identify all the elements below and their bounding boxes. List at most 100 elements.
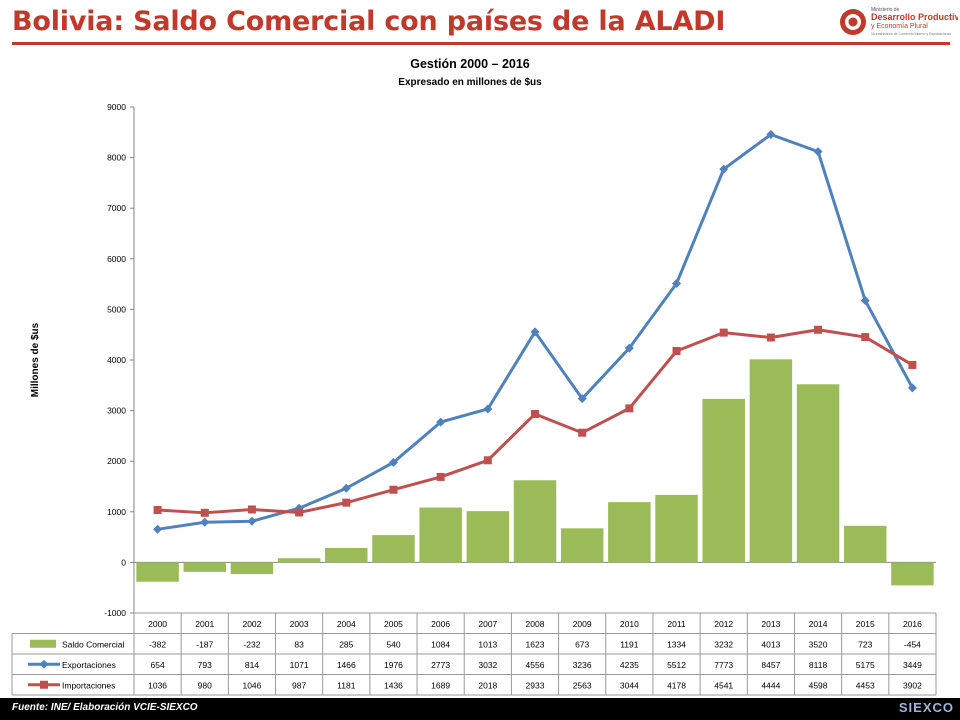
point-exportaciones-2001 xyxy=(200,517,210,527)
chart-title: Gestión 2000 – 2016 xyxy=(410,57,530,71)
title-rule xyxy=(12,42,950,45)
table-cell-saldo comercial-2007: 1013 xyxy=(478,639,497,649)
point-importaciones-2011 xyxy=(672,346,681,355)
point-exportaciones-2012 xyxy=(719,164,729,174)
y-tick-label: 7000 xyxy=(107,203,126,213)
table-cell-exportaciones-2008: 4556 xyxy=(526,660,545,670)
table-cell-saldo comercial-2012: 3232 xyxy=(714,639,733,649)
y-tick-label: 9000 xyxy=(107,102,126,112)
x-tick-label: 2005 xyxy=(384,619,403,629)
table-cell-importaciones-2009: 2563 xyxy=(573,680,592,690)
table-cell-exportaciones-2014: 8118 xyxy=(809,660,828,670)
plot-area: -1000 0 1000 2000 3000 4000 5000 6000 7000 8000 90… xyxy=(104,102,936,618)
bar-saldo-2012 xyxy=(702,398,745,563)
x-tick-label: 2000 xyxy=(148,619,167,629)
table-cell-exportaciones-2000: 654 xyxy=(150,660,164,670)
x-tick-label: 2008 xyxy=(526,619,545,629)
bar-saldo-2000 xyxy=(136,562,179,582)
table-cell-importaciones-2001: 980 xyxy=(198,680,212,690)
logo-line3: y Economía Plural xyxy=(871,23,928,30)
point-exportaciones-2002 xyxy=(247,516,257,526)
point-exportaciones-2014 xyxy=(813,147,823,157)
point-importaciones-2008 xyxy=(531,409,539,418)
y-axis-label: Millones de $us xyxy=(30,322,41,397)
table-cell-exportaciones-2009: 3236 xyxy=(573,660,592,670)
point-importaciones-2012 xyxy=(719,328,728,337)
point-exportaciones-2009 xyxy=(577,394,587,404)
point-importaciones-2014 xyxy=(814,325,823,334)
y-tick-label: 3000 xyxy=(107,406,126,416)
table-cell-saldo comercial-2014: 3520 xyxy=(809,639,828,649)
point-exportaciones-2004 xyxy=(341,483,351,493)
point-exportaciones-2016 xyxy=(907,383,917,393)
x-tick-label: 2002 xyxy=(242,619,261,629)
logo-line4: Viceministerio de Comercio Interno y Exp… xyxy=(871,32,952,36)
table-cell-saldo comercial-2016: -454 xyxy=(904,639,921,649)
bar-saldo-2008 xyxy=(513,480,557,563)
table-cell-importaciones-2010: 3044 xyxy=(620,680,639,690)
table-cell-importaciones-2011: 4178 xyxy=(667,680,686,690)
table-cell-saldo comercial-2005: 540 xyxy=(386,639,400,649)
point-importaciones-2013 xyxy=(766,333,775,342)
x-tick-label: 2007 xyxy=(478,619,497,629)
table-cell-saldo comercial-2002: -232 xyxy=(243,639,260,649)
table-cell-exportaciones-2007: 3032 xyxy=(478,660,497,670)
point-importaciones-2004 xyxy=(342,498,351,507)
ministry-seal-icon xyxy=(840,9,866,35)
table-cell-saldo comercial-2003: 83 xyxy=(294,639,304,649)
legend-label-exportaciones: Exportaciones xyxy=(62,660,116,670)
logo-line2: Desarrollo Productivo xyxy=(871,12,958,22)
bar-saldo-2006 xyxy=(419,507,462,563)
table-cell-exportaciones-2005: 1976 xyxy=(384,660,403,670)
bar-saldo-2007 xyxy=(466,511,510,563)
table-cell-saldo comercial-2004: 285 xyxy=(339,639,353,649)
bar-saldo-2013 xyxy=(749,359,793,563)
point-exportaciones-2010 xyxy=(624,343,634,353)
chart-subtitle: Expresado en millones de $us xyxy=(398,77,542,88)
legend-label-importaciones: Importaciones xyxy=(62,680,115,690)
table-cell-saldo comercial-2008: 1623 xyxy=(526,639,545,649)
table-cell-importaciones-2013: 4444 xyxy=(761,680,780,690)
legend-marker-importaciones xyxy=(40,680,48,689)
table-cell-exportaciones-2006: 2773 xyxy=(431,660,450,670)
y-tick-label: 8000 xyxy=(107,153,126,163)
table-cell-importaciones-2004: 1181 xyxy=(337,680,356,690)
point-importaciones-2005 xyxy=(389,485,398,494)
bar-saldo-2009 xyxy=(560,528,604,563)
x-tick-label: 2012 xyxy=(714,619,733,629)
bar-saldo-2016 xyxy=(891,562,934,586)
point-importaciones-2009 xyxy=(578,428,587,437)
legend-marker-exportaciones xyxy=(39,659,49,669)
bar-saldo-2004 xyxy=(325,547,368,563)
table-cell-exportaciones-2010: 4235 xyxy=(620,660,639,670)
chart: Gestión 2000 – 2016 Expresado en millone… xyxy=(11,57,937,696)
legend-swatch-saldo comercial xyxy=(30,639,56,648)
x-tick-label: 2013 xyxy=(761,619,780,629)
x-tick-label: 2006 xyxy=(431,619,450,629)
x-tick-label: 2014 xyxy=(809,619,828,629)
bar-saldo-2003 xyxy=(277,558,321,563)
x-tick-label: 2001 xyxy=(195,619,214,629)
y-tick-label: 0 xyxy=(121,557,126,567)
page-title: Bolivia: Saldo Comercial con países de l… xyxy=(12,6,726,37)
footer-bar: Fuente: INE/ Elaboración VCIE-SIEXCO SIE… xyxy=(0,698,960,720)
y-tick-label: 1000 xyxy=(107,507,126,517)
table-cell-saldo comercial-2010: 1191 xyxy=(620,639,639,649)
bar-saldo-2014 xyxy=(796,384,840,563)
table-cell-exportaciones-2016: 3449 xyxy=(903,660,922,670)
point-exportaciones-2008 xyxy=(530,327,540,337)
data-table: 2000 2001 2002 2003 2004 2005 2006 2007 2008 2009… xyxy=(11,612,937,696)
table-cell-exportaciones-2001: 793 xyxy=(198,660,212,670)
logo-line1: Ministerio de xyxy=(871,7,900,13)
table-cell-importaciones-2008: 2933 xyxy=(526,680,545,690)
bar-saldo-2015 xyxy=(844,525,887,563)
table-cell-importaciones-2016: 3902 xyxy=(903,680,922,690)
bar-saldo-2002 xyxy=(230,562,274,575)
table-cell-saldo comercial-2015: 723 xyxy=(858,639,872,649)
ministry-logo: Ministerio de Desarrollo Productivo y Ec… xyxy=(840,7,958,36)
y-tick-label: -1000 xyxy=(104,608,126,618)
y-tick-label: 6000 xyxy=(107,254,126,264)
table-cell-saldo comercial-2006: 1084 xyxy=(431,639,450,649)
point-exportaciones-2007 xyxy=(483,404,493,414)
point-exportaciones-2006 xyxy=(436,417,446,427)
